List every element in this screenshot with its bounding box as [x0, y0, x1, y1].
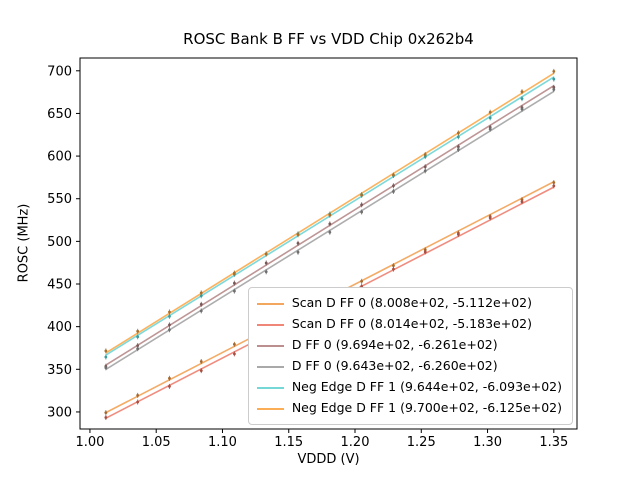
legend-item: Scan D FF 0 (8.008e+02, -5.112e+02) [256, 293, 562, 314]
legend-label: D FF 0 (9.694e+02, -6.261e+02) [291, 337, 498, 353]
legend-label: Scan D FF 0 (8.008e+02, -5.112e+02) [291, 295, 532, 311]
legend-line-swatch [256, 323, 284, 326]
svg-text:700: 700 [47, 64, 72, 79]
svg-text:450: 450 [47, 278, 72, 293]
legend-line-swatch [256, 302, 284, 305]
svg-text:650: 650 [47, 107, 72, 122]
legend-line-swatch [256, 344, 284, 347]
legend-label: D FF 0 (9.643e+02, -6.260e+02) [291, 358, 498, 374]
svg-text:1.10: 1.10 [208, 435, 237, 450]
svg-text:1.05: 1.05 [142, 435, 171, 450]
svg-text:350: 350 [47, 363, 72, 378]
svg-text:1.25: 1.25 [407, 435, 436, 450]
legend-label: Scan D FF 0 (8.014e+02, -5.183e+02) [291, 316, 532, 332]
svg-text:1.15: 1.15 [274, 435, 303, 450]
legend-item: Scan D FF 0 (8.014e+02, -5.183e+02) [256, 314, 562, 335]
legend-item: D FF 0 (9.694e+02, -6.261e+02) [256, 335, 562, 356]
legend-label: Neg Edge D FF 1 (9.644e+02, -6.093e+02) [291, 379, 562, 395]
legend-line-swatch [256, 365, 284, 368]
legend-item: Neg Edge D FF 1 (9.700e+02, -6.125e+02) [256, 398, 562, 419]
svg-text:300: 300 [47, 405, 72, 420]
y-axis-label: ROSC (MHz) [16, 203, 32, 283]
legend: Scan D FF 0 (8.008e+02, -5.112e+02) Scan… [247, 287, 573, 425]
svg-text:600: 600 [47, 150, 72, 165]
legend-line-swatch [256, 386, 284, 389]
chart-title: ROSC Bank B FF vs VDD Chip 0x262b4 [183, 30, 474, 48]
svg-text:1.00: 1.00 [75, 435, 104, 450]
svg-text:550: 550 [47, 192, 72, 207]
svg-text:1.20: 1.20 [341, 435, 370, 450]
legend-item: D FF 0 (9.643e+02, -6.260e+02) [256, 356, 562, 377]
legend-label: Neg Edge D FF 1 (9.700e+02, -6.125e+02) [291, 400, 562, 416]
legend-item: Neg Edge D FF 1 (9.644e+02, -6.093e+02) [256, 377, 562, 398]
x-axis-label: VDDD (V) [297, 452, 360, 467]
legend-line-swatch [256, 407, 284, 410]
svg-text:500: 500 [47, 235, 72, 250]
svg-text:400: 400 [47, 320, 72, 335]
svg-text:1.35: 1.35 [539, 435, 568, 450]
svg-text:1.30: 1.30 [473, 435, 502, 450]
